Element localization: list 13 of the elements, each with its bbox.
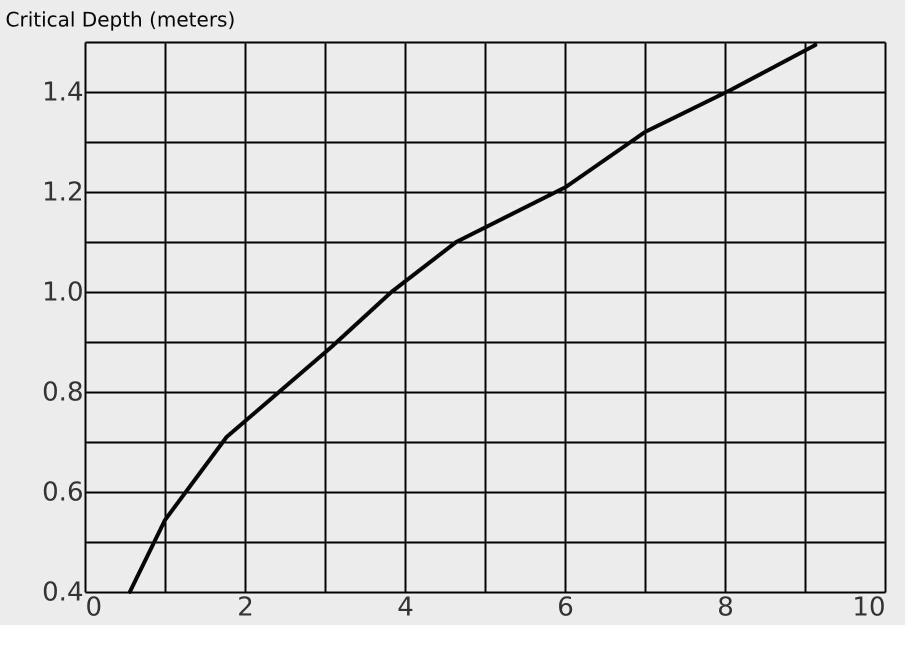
y-axis-title: Critical Depth (meters) bbox=[6, 8, 236, 32]
y-tick-label: 1.4 bbox=[42, 78, 84, 108]
y-tick-label: 1.2 bbox=[42, 178, 84, 208]
x-tick-label: 0 bbox=[86, 592, 102, 622]
x-tick-label: 8 bbox=[717, 592, 734, 622]
x-tick-label: 2 bbox=[237, 592, 254, 622]
y-tick-label: 0.8 bbox=[42, 378, 84, 408]
y-tick-label: 0.6 bbox=[42, 478, 84, 508]
y-tick-label: 0.4 bbox=[42, 578, 84, 608]
y-tick-label: 1.0 bbox=[42, 278, 84, 308]
x-tick-label: 4 bbox=[397, 592, 414, 622]
x-tick-label: 10 bbox=[852, 592, 886, 622]
x-tick-label: 6 bbox=[557, 592, 574, 622]
